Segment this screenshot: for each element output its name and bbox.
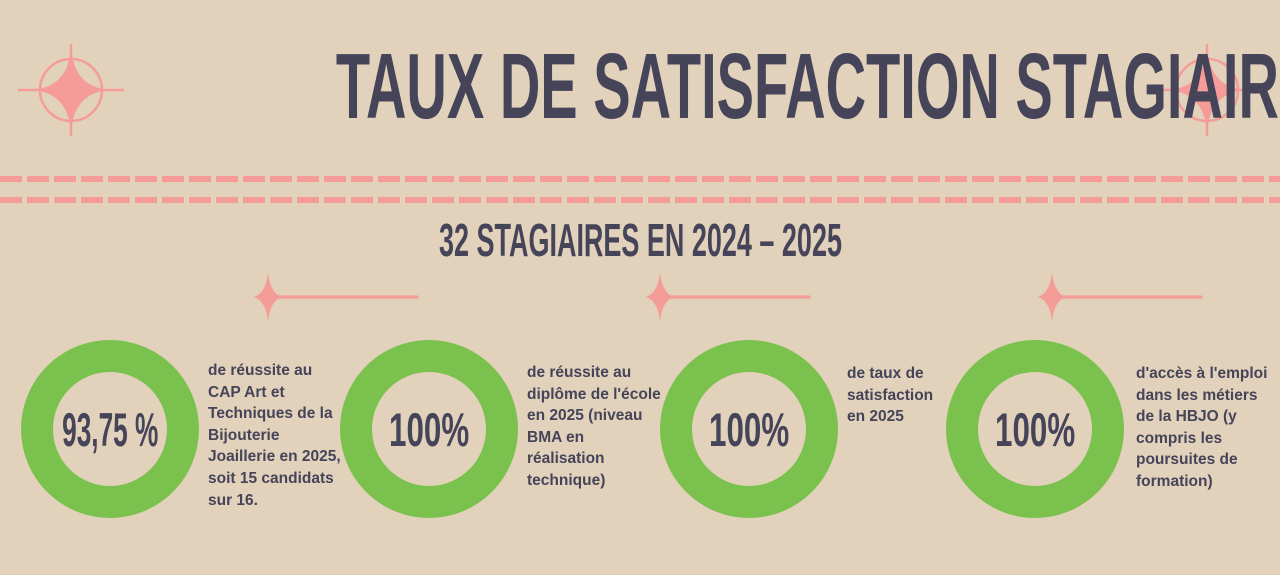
donut-ring: 100% — [946, 340, 1124, 518]
compass-star-icon — [18, 44, 124, 136]
stat-description: de réussite au CAP Art et Techniques de … — [208, 362, 341, 509]
donut-ring: 93,75 % — [21, 340, 199, 518]
stat-value: 100% — [994, 402, 1076, 456]
compass-star-icon — [1154, 44, 1260, 136]
dashed-divider — [0, 176, 1280, 203]
donut-ring: 100% — [660, 340, 838, 518]
stat-value: 100% — [708, 402, 790, 456]
page-title: TAUX DE SATISFACTION STAGIAIRES — [335, 34, 1280, 138]
stat-description: d'accès à l'emploi dans les métiers de l… — [1136, 365, 1268, 490]
page-subtitle: 32 STAGIAIRES EN 2024 – 2025 — [438, 214, 842, 266]
sparkle-divider-icon — [645, 271, 811, 323]
stat-value: 100% — [388, 402, 470, 456]
donut-ring: 100% — [340, 340, 518, 518]
stat-value: 93,75 % — [61, 402, 159, 456]
stat-description: de réussite au diplôme de l'école en 202… — [527, 364, 661, 489]
sparkle-divider-icon — [1037, 271, 1203, 323]
stat-description: de taux de satisfaction en 2025 — [847, 365, 934, 426]
sparkle-divider-icon — [253, 271, 419, 323]
